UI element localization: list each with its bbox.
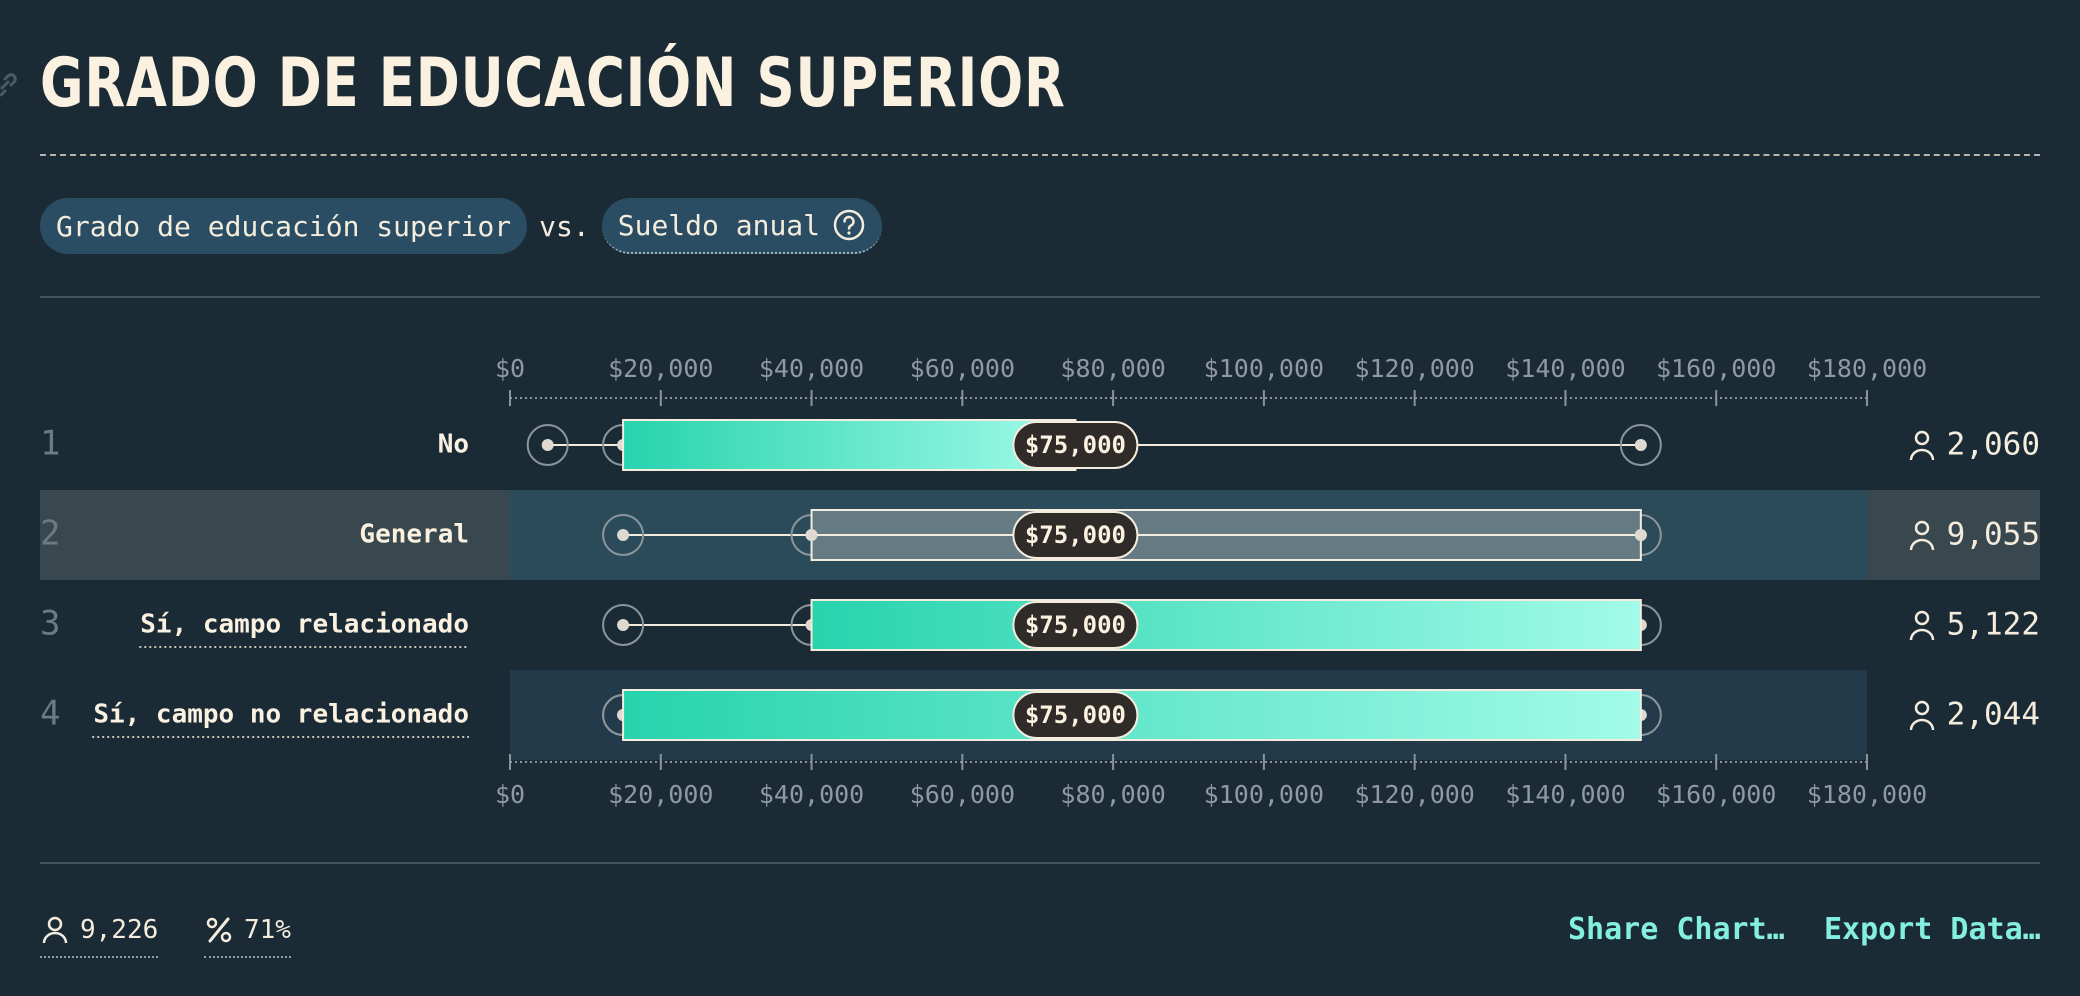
top-axis-tick-label: $80,000 — [1060, 354, 1165, 383]
person-icon — [42, 916, 68, 944]
bottom-axis-tick-label: $20,000 — [608, 780, 713, 809]
response-percent[interactable]: 71% — [204, 908, 291, 958]
secondary-variable-label: Sueldo anual — [617, 208, 821, 242]
variable-selector: Grado de educación superior vs. Sueldo a… — [40, 198, 883, 254]
primary-variable-label: Grado de educación superior — [56, 209, 512, 243]
row-count: 5,122 — [1947, 607, 2040, 643]
median-pill — [1012, 601, 1139, 649]
whisker-endpoint-ring — [602, 604, 645, 646]
bottom-axis-tick-label: $80,000 — [1060, 780, 1165, 809]
total-respondents[interactable]: 9,226 — [40, 908, 159, 958]
median-label: $75,000 — [1025, 521, 1126, 549]
help-icon[interactable] — [832, 208, 866, 242]
bottom-axis-tick-label: $100,000 — [1204, 780, 1324, 809]
person-icon — [1909, 610, 1935, 641]
link-icon[interactable] — [0, 70, 20, 100]
whisker-endpoint-ring — [1619, 424, 1662, 466]
bottom-axis-tick-label: $40,000 — [759, 780, 864, 809]
share-chart-button[interactable]: Share Chart… — [1568, 912, 1785, 947]
footer-divider — [40, 862, 2040, 864]
top-axis-tick-label: $20,000 — [608, 354, 713, 383]
row-label: Sí, campo relacionado — [140, 610, 469, 640]
row-index: 2 — [40, 514, 60, 554]
median-pill — [1012, 421, 1139, 469]
median-label: $75,000 — [1025, 611, 1126, 639]
bottom-axis-tick-label: $140,000 — [1505, 780, 1625, 809]
secondary-variable-button[interactable]: Sueldo anual — [601, 198, 883, 254]
box-edge-dot — [805, 529, 818, 541]
bottom-axis-tick-label: $120,000 — [1354, 780, 1474, 809]
median-label: $75,000 — [1025, 431, 1126, 459]
box-edge-dot — [1634, 529, 1647, 541]
row-index: 3 — [40, 604, 60, 644]
total-count: 9,226 — [80, 915, 159, 945]
row-label: General — [359, 520, 469, 550]
top-axis-tick-label: $100,000 — [1204, 354, 1324, 383]
row-index: 4 — [40, 694, 60, 734]
selector-divider — [40, 296, 2040, 298]
top-axis-tick-label: $120,000 — [1354, 354, 1474, 383]
person-icon — [1909, 430, 1935, 461]
percent-icon — [206, 917, 232, 943]
row-count: 9,055 — [1947, 517, 2040, 553]
top-axis-tick-label: $160,000 — [1656, 354, 1776, 383]
person-icon — [1909, 520, 1935, 551]
top-axis-tick-label: $40,000 — [759, 354, 864, 383]
top-axis-tick-label: $60,000 — [910, 354, 1015, 383]
whisker-endpoint-ring — [526, 424, 569, 466]
page-title: GRADO DE EDUCACIÓN SUPERIOR — [40, 44, 1066, 123]
row-label: No — [438, 430, 469, 460]
row-label: Sí, campo no relacionado — [93, 700, 469, 730]
primary-variable-button[interactable]: Grado de educación superior — [40, 198, 528, 254]
bottom-axis-tick-label: $180,000 — [1807, 780, 1927, 809]
percent-value: 71% — [244, 915, 291, 945]
iqr-box — [622, 419, 1077, 471]
export-data-button[interactable]: Export Data… — [1824, 912, 2041, 947]
whisker-endpoint-dot — [617, 619, 630, 631]
bottom-axis-tick-label: $160,000 — [1656, 780, 1776, 809]
median-pill — [1012, 511, 1139, 559]
bottom-axis-tick-label: $60,000 — [910, 780, 1015, 809]
whisker-endpoint-dot — [1634, 439, 1647, 451]
median-pill — [1012, 691, 1139, 739]
top-axis-tick-label: $0 — [495, 354, 525, 383]
bottom-axis-tick-label: $0 — [495, 780, 525, 809]
top-axis-tick-label: $140,000 — [1505, 354, 1625, 383]
iqr-box — [810, 599, 1642, 651]
whisker-endpoint-dot — [617, 529, 630, 541]
top-axis-tick-label: $180,000 — [1807, 354, 1927, 383]
row-count: 2,060 — [1947, 427, 2040, 463]
vs-label: vs. — [539, 209, 590, 243]
person-icon — [1909, 700, 1935, 731]
row-index: 1 — [40, 424, 60, 464]
box-plot-chart: $0 $20,000 $40,000 $60,000 $80,000 $100,000 $1… — [40, 354, 2040, 809]
median-label: $75,000 — [1025, 701, 1126, 729]
row-count: 2,044 — [1947, 697, 2040, 733]
whisker-endpoint-ring — [602, 514, 645, 556]
title-divider — [40, 154, 2040, 156]
whisker-endpoint-dot — [541, 439, 554, 451]
